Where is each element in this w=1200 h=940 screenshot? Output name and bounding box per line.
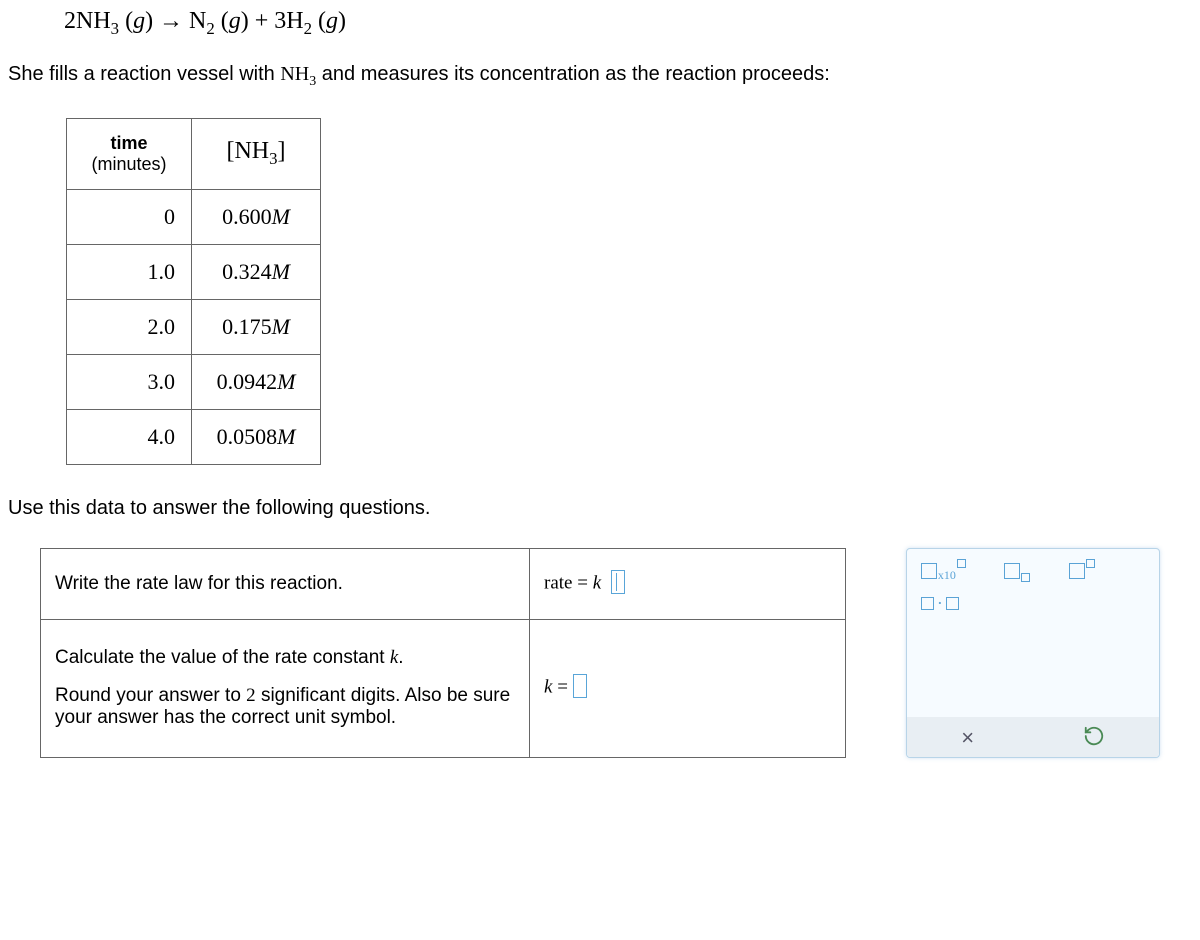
q2b-before: Round your answer to	[55, 685, 246, 706]
table-row: 00.600M	[67, 189, 321, 244]
clear-button[interactable]: ×	[961, 725, 974, 753]
a1-k: k	[593, 572, 601, 593]
cell-time: 1.0	[67, 244, 192, 299]
cell-time: 0	[67, 189, 192, 244]
q2a-text: Calculate the value of the rate constant	[55, 647, 390, 668]
q2-answer-cell: k =	[530, 619, 846, 757]
symbol-palette: x10 · ×	[906, 548, 1160, 758]
palette-subscript-button[interactable]	[1004, 563, 1029, 579]
table-row: 1.00.324M	[67, 244, 321, 299]
intro-before: She fills a reaction vessel with	[8, 63, 280, 85]
q2a-end: .	[398, 647, 403, 668]
header-time-l2: (minutes)	[91, 154, 166, 174]
table-row: 4.00.0508M	[67, 409, 321, 464]
k-input[interactable]	[573, 674, 587, 698]
cell-conc: 0.324M	[192, 244, 321, 299]
q1-answer-cell: rate = k	[530, 548, 846, 619]
undo-button[interactable]	[1083, 725, 1105, 753]
table-row: 2.00.175M	[67, 299, 321, 354]
table-row: 3.00.0942M	[67, 354, 321, 409]
q1-prompt: Write the rate law for this reaction.	[41, 548, 530, 619]
a1-prefix: rate =	[544, 572, 593, 593]
question-table: Write the rate law for this reaction. ra…	[40, 548, 846, 758]
q2b-num: 2	[246, 685, 256, 706]
instruction-text: Use this data to answer the following qu…	[8, 497, 1192, 520]
chemical-equation: 2NH3 (g) → N2 (g) + 3H2 (g)	[64, 8, 1192, 39]
cell-time: 2.0	[67, 299, 192, 354]
dot-label: ·	[937, 593, 943, 614]
cell-time: 3.0	[67, 354, 192, 409]
palette-superscript-button[interactable]	[1069, 563, 1094, 579]
palette-scientific-button[interactable]: x10	[921, 563, 964, 579]
palette-dot-button[interactable]: ·	[921, 593, 959, 614]
cell-time: 4.0	[67, 409, 192, 464]
q2a-k: k	[390, 647, 398, 668]
rate-input[interactable]	[611, 570, 625, 594]
x10-label: x10	[938, 568, 956, 583]
header-time: time (minutes)	[67, 118, 192, 189]
header-concentration: [NH3]	[192, 118, 321, 189]
palette-footer: ×	[907, 717, 1159, 757]
header-time-l1: time	[110, 133, 147, 153]
intro-after: and measures its concentration as the re…	[316, 63, 830, 85]
cell-conc: 0.0942M	[192, 354, 321, 409]
concentration-table: time (minutes) [NH3] 00.600M 1.00.324M 2…	[66, 118, 321, 465]
cell-conc: 0.175M	[192, 299, 321, 354]
intro-text: She fills a reaction vessel with NH3 and…	[8, 63, 1192, 90]
intro-chem: NH3	[280, 63, 316, 85]
cell-conc: 0.0508M	[192, 409, 321, 464]
q2-prompt: Calculate the value of the rate constant…	[41, 619, 530, 757]
cell-conc: 0.600M	[192, 189, 321, 244]
